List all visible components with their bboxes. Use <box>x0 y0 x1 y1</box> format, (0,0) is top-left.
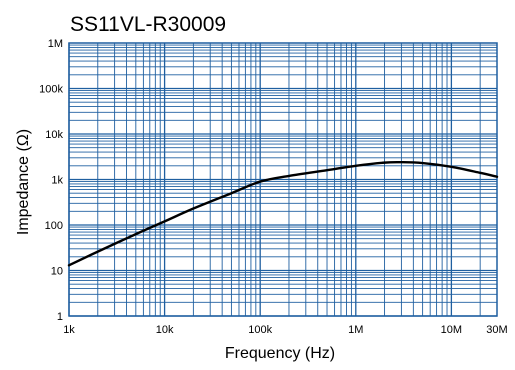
impedance-series-line-0 <box>67 160 499 267</box>
y-tick-label: 1M <box>48 38 63 50</box>
x-tick-label: 1M <box>348 324 363 336</box>
y-tick-label: 10k <box>45 129 63 141</box>
y-tick-labels: 1 10 100 1k 10k 100k 1M <box>39 38 63 323</box>
x-tick-labels: 1k 10k 100k 1M 10M 30M <box>63 324 508 336</box>
x-tick-label: 10M <box>441 324 462 336</box>
x-tick-label: 10k <box>156 324 174 336</box>
x-tick-label: 1k <box>63 324 75 336</box>
y-tick-label: 100 <box>45 220 63 232</box>
plot-frame <box>68 42 498 317</box>
y-tick-label: 1 <box>57 311 63 323</box>
y-axis-label: Impedance (Ω) <box>15 129 32 235</box>
chart-title: SS11VL-R30009 <box>70 13 226 36</box>
y-tick-label: 1k <box>51 175 63 187</box>
x-tick-label: 30M <box>486 324 507 336</box>
y-tick-label: 100k <box>39 84 63 96</box>
y-tick-label: 10 <box>51 266 63 278</box>
x-tick-label: 100k <box>248 324 272 336</box>
data-lines <box>67 160 499 267</box>
x-axis-label: Frequency (Hz) <box>225 345 335 362</box>
